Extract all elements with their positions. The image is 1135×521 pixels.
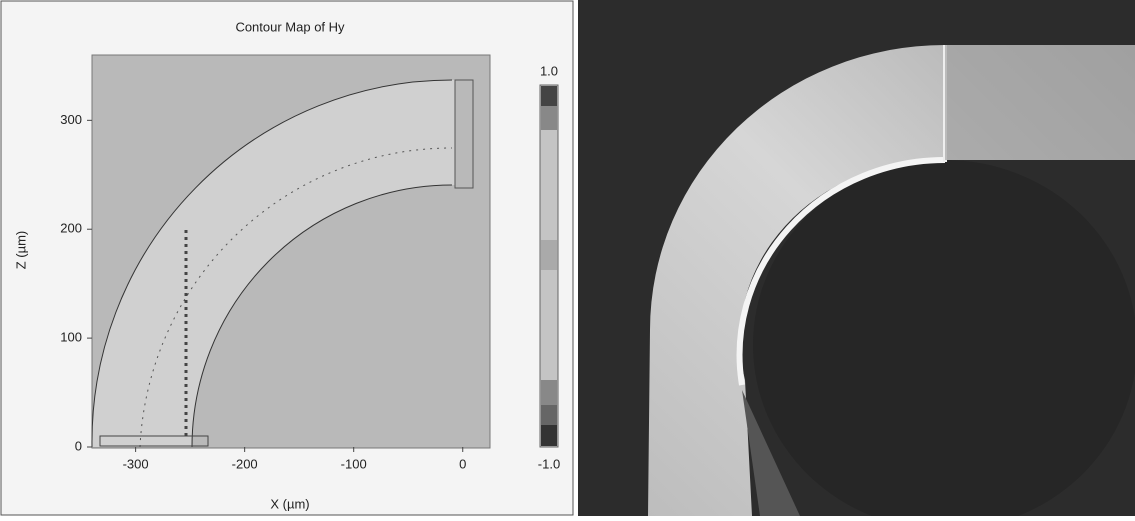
chart-title: Contour Map of Hy: [235, 19, 345, 34]
light-leak: [742, 390, 800, 516]
straight-section: [945, 45, 1135, 160]
colorbar-band: [541, 380, 557, 405]
y-tick-label: 0: [75, 438, 82, 453]
colorbar-tick-label: 1.0: [540, 63, 558, 78]
x-tick-label: -200: [232, 456, 258, 471]
y-axis-label: Z (µm): [13, 231, 28, 270]
waveguide: [91, 79, 455, 447]
inner-disk: [753, 160, 1135, 521]
colorbar-band: [541, 425, 557, 446]
colorbar-band: [541, 405, 557, 425]
bright-edge: [736, 156, 946, 386]
photo: [578, 0, 1135, 521]
x-axis-label: X (µm): [270, 496, 309, 511]
y-tick-label: 200: [60, 221, 82, 236]
x-tick-label: -300: [123, 456, 149, 471]
colorbar: [539, 84, 559, 448]
field-pattern: [139, 147, 453, 448]
monitor: [454, 79, 474, 189]
source: [99, 435, 209, 447]
y-tick-label: 300: [60, 112, 82, 127]
outer-edge: [91, 79, 453, 448]
x-tick-label: -100: [341, 456, 367, 471]
colorbar-band: [541, 240, 557, 270]
colorbar-band: [541, 106, 557, 130]
colorbar-band: [541, 86, 557, 106]
colorbar-tick-label: -1.0: [538, 456, 560, 471]
inner-edge: [191, 184, 453, 448]
x-tick-label: 0: [459, 456, 466, 471]
y-tick-label: 100: [60, 330, 82, 345]
waveguide-bend: [648, 45, 1135, 516]
